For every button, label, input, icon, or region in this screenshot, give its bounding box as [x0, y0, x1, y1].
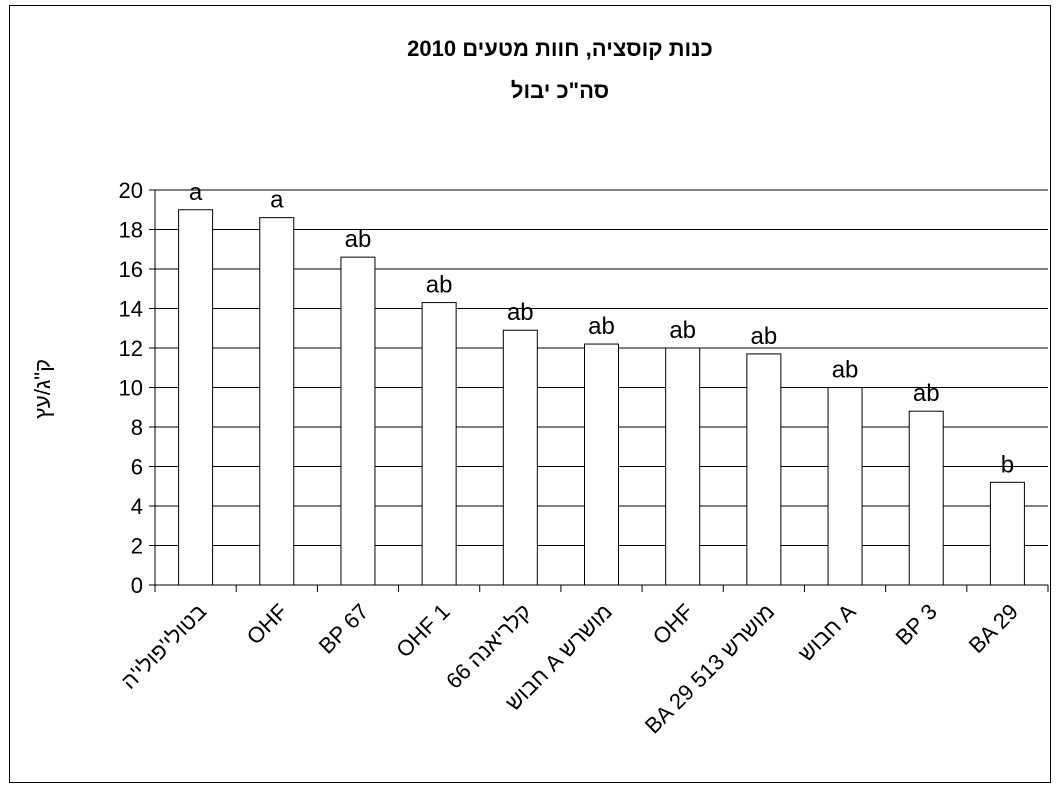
x-tick-label: BP 67	[314, 599, 374, 659]
y-tick-label: 6	[131, 455, 143, 480]
data-label: ab	[588, 313, 615, 340]
bar	[340, 256, 376, 586]
chart-subtitle: סה"כ יבול	[511, 78, 609, 103]
bar	[421, 302, 457, 586]
y-tick-labels: 0 2 4 6 8 10 12 14 16 18 20	[119, 178, 143, 598]
data-label: a	[189, 179, 203, 206]
y-tick-label: 4	[131, 494, 143, 519]
data-label: ab	[669, 317, 696, 344]
y-axis-label: ק"ג/עץ	[30, 359, 55, 419]
data-label: ab	[913, 380, 940, 407]
chart-title: כנות קוסציה, חוות מטעים 2010	[407, 36, 713, 61]
data-label: b	[1001, 451, 1014, 478]
x-tick-label: OHF	[242, 599, 293, 650]
x-tick-label: BA 29	[964, 599, 1023, 658]
bars	[178, 209, 1025, 586]
x-tick-label: OHF 1	[391, 599, 454, 662]
data-labels: a a ab ab ab ab ab ab ab ab b	[189, 179, 1014, 479]
y-tick-label: 0	[131, 573, 143, 598]
bar	[584, 343, 619, 586]
y-tick-label: 14	[119, 297, 143, 322]
bar	[908, 410, 944, 586]
axes	[149, 189, 1049, 592]
x-tick-label: OHF	[648, 599, 699, 650]
y-tick-label: 18	[119, 218, 143, 243]
y-tick-label: 12	[119, 336, 143, 361]
x-tick-label: בטולי'פולי'ה	[116, 599, 211, 694]
bar	[665, 347, 701, 586]
data-label: ab	[751, 323, 778, 350]
bar	[259, 217, 295, 586]
x-tick-label: חבוש A	[793, 599, 861, 667]
x-tick-label: BP 3	[891, 599, 942, 650]
bar	[746, 353, 782, 586]
y-tick-label: 10	[119, 376, 143, 401]
y-tick-label: 2	[131, 534, 143, 559]
data-label: ab	[832, 357, 859, 384]
data-label: a	[270, 187, 284, 214]
gridlines	[155, 189, 1048, 546]
y-tick-label: 8	[131, 415, 143, 440]
bar	[827, 387, 863, 586]
y-tick-label: 20	[119, 178, 143, 203]
bar	[178, 209, 214, 586]
data-label: ab	[426, 272, 453, 299]
bar	[502, 329, 538, 586]
bar	[989, 481, 1025, 586]
y-tick-label: 16	[119, 257, 143, 282]
data-label: ab	[507, 299, 534, 326]
data-label: ab	[345, 226, 372, 253]
